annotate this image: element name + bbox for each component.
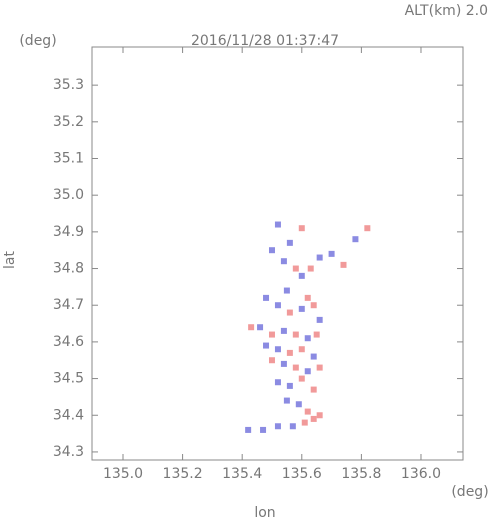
radar-echo <box>289 423 296 430</box>
y-axis-title: lat <box>2 251 18 269</box>
radar-echo <box>286 382 293 389</box>
radar-echo <box>280 327 287 334</box>
radar-echo <box>298 346 305 353</box>
plot-frame <box>91 46 464 461</box>
radar-echo <box>263 294 270 301</box>
y-tick-label: 34.8 <box>53 261 84 277</box>
x-tick-label: 136.0 <box>401 466 441 482</box>
radar-echo <box>292 331 299 338</box>
x-tick-label: 135.2 <box>163 466 203 482</box>
radar-echo <box>304 335 311 342</box>
radar-echo <box>283 287 290 294</box>
radar-echo <box>316 254 323 261</box>
radar-echo <box>328 250 335 257</box>
radar-echo <box>274 302 281 309</box>
radar-echo <box>280 258 287 265</box>
y-tick-label: 34.7 <box>53 297 84 313</box>
radar-echo <box>298 375 305 382</box>
radar-echo <box>283 397 290 404</box>
radar-echo <box>310 302 317 309</box>
radar-echo <box>313 331 320 338</box>
radar-echo <box>298 272 305 279</box>
radar-echo <box>304 368 311 375</box>
radar-echo <box>280 360 287 367</box>
radar-echo <box>298 305 305 312</box>
radar-echo <box>286 309 293 316</box>
radar-echo <box>268 247 275 254</box>
radar-echo <box>286 239 293 246</box>
x-unit: (deg) <box>451 484 488 500</box>
x-axis-title: lon <box>254 505 275 521</box>
radar-echo <box>268 331 275 338</box>
y-tick-label: 35.3 <box>53 77 84 93</box>
radar-echo <box>274 423 281 430</box>
radar-echo <box>263 342 270 349</box>
radar-echo <box>292 265 299 272</box>
radar-echo <box>257 324 264 331</box>
y-tick-label: 34.3 <box>53 444 84 460</box>
y-tick-label: 34.5 <box>53 371 84 387</box>
radar-echo <box>316 316 323 323</box>
y-tick-label: 34.6 <box>53 334 84 350</box>
radar-echo <box>274 221 281 228</box>
radar-echo <box>286 349 293 356</box>
radar-echo <box>304 294 311 301</box>
radar-echo <box>364 225 371 232</box>
radar-echo <box>352 236 359 243</box>
x-tick-label: 135.6 <box>282 466 322 482</box>
x-tick-label: 135.8 <box>341 466 381 482</box>
radar-echo <box>268 357 275 364</box>
y-tick-label: 35.0 <box>53 187 84 203</box>
radar-echo <box>248 324 255 331</box>
radar-echo <box>301 419 308 426</box>
chart-title: 2016/11/28 01:37:47 <box>191 33 339 49</box>
y-tick-label: 35.2 <box>53 114 84 130</box>
radar-echo <box>307 265 314 272</box>
radar-echo <box>245 426 252 433</box>
radar-echo <box>310 353 317 360</box>
radar-echo <box>304 408 311 415</box>
y-tick-label: 34.4 <box>53 407 84 423</box>
radar-echo <box>340 261 347 268</box>
radar-echo <box>310 386 317 393</box>
radar-echo <box>274 346 281 353</box>
radar-echo <box>316 364 323 371</box>
radar-echo <box>316 412 323 419</box>
radar-echo <box>310 415 317 422</box>
radar-echo <box>292 364 299 371</box>
radar-echo <box>260 426 267 433</box>
radar-echo <box>274 379 281 386</box>
radar-echo <box>298 225 305 232</box>
y-tick-label: 35.1 <box>53 151 84 167</box>
x-tick-label: 135.4 <box>222 466 262 482</box>
x-tick-label: 135.0 <box>103 466 143 482</box>
y-tick-label: 34.9 <box>53 224 84 240</box>
altitude-label: ALT(km) 2.0 <box>405 3 488 19</box>
radar-echo <box>295 401 302 408</box>
y-unit: (deg) <box>19 33 56 49</box>
